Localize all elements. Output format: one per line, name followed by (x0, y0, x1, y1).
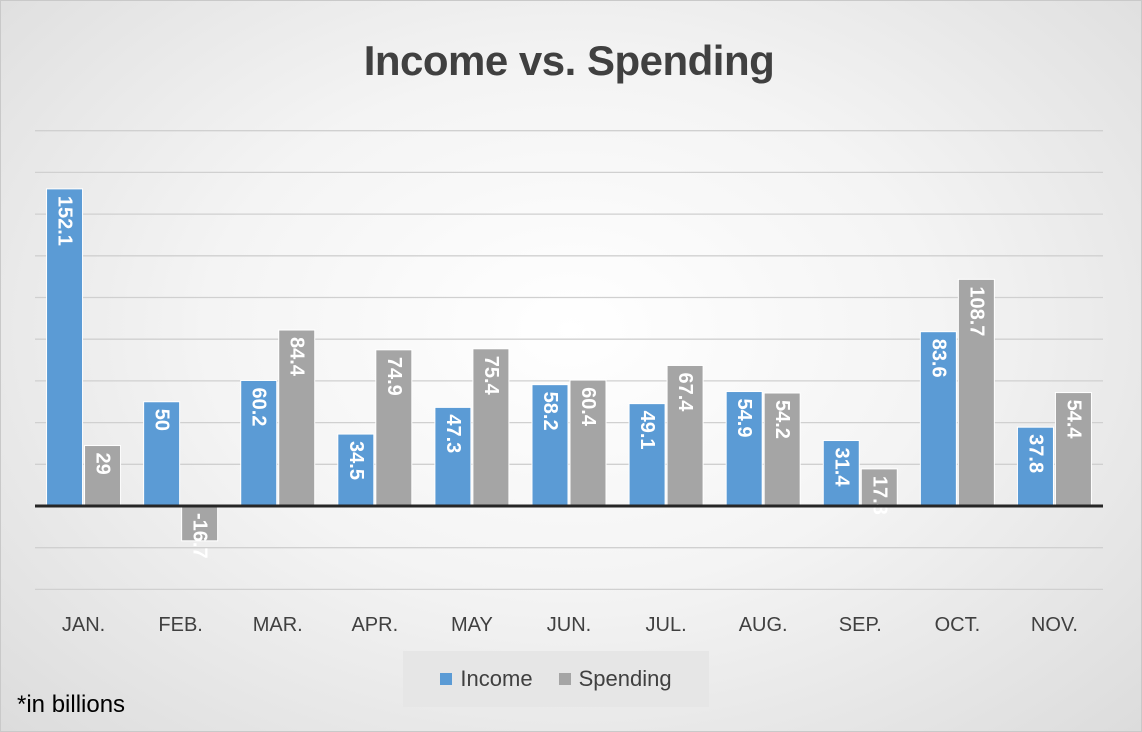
data-label: 34.5 (345, 441, 367, 480)
spending-bar (1054, 392, 1092, 507)
spending-bar (84, 445, 122, 507)
x-tick-label: NOV. (1031, 614, 1078, 636)
income-bar (1016, 426, 1054, 507)
x-tick-label: FEB. (158, 614, 202, 636)
spending-bar (181, 505, 219, 542)
legend-item-spending: Spending (558, 666, 672, 692)
x-tick-label: JUL. (646, 614, 687, 636)
data-label: 17.8 (868, 476, 890, 515)
data-label: 54.2 (771, 400, 793, 439)
spending-bar (763, 392, 801, 507)
x-tick-label: JUN. (547, 614, 591, 636)
data-label: 108.7 (965, 286, 987, 336)
income-bar (919, 331, 957, 507)
x-tick-label: OCT. (935, 614, 981, 636)
income-bar (337, 433, 375, 507)
x-tick-label: MAR. (253, 614, 303, 636)
spending-bar (375, 349, 413, 507)
x-tick-label: APR. (351, 614, 398, 636)
data-label: 67.4 (674, 372, 696, 412)
data-label: 74.9 (383, 357, 405, 396)
income-bar (143, 401, 181, 507)
data-label: 54.9 (733, 399, 755, 438)
data-label: 29 (92, 453, 114, 475)
data-label: 152.1 (54, 196, 76, 246)
data-label: 60.4 (577, 387, 599, 427)
income-bar (240, 379, 278, 507)
spending-bar (957, 278, 995, 507)
legend-swatch-spending (558, 673, 571, 685)
data-label: 54.4 (1062, 400, 1084, 440)
data-label: -16.7 (189, 513, 211, 559)
x-tick-label: MAY (451, 614, 493, 636)
data-label: 83.6 (927, 339, 949, 378)
data-label: 31.4 (830, 448, 852, 488)
income-bar (531, 384, 569, 507)
income-bar (725, 391, 763, 507)
legend: Income Spending (403, 651, 709, 707)
data-label: 60.2 (248, 387, 270, 426)
income-bar (434, 406, 472, 507)
legend-swatch-income (440, 673, 453, 685)
data-label: 47.3 (442, 414, 464, 453)
x-tick-label: JAN. (62, 614, 105, 636)
data-label: 84.4 (286, 337, 308, 377)
data-label: 49.1 (636, 411, 658, 450)
spending-bar (472, 348, 510, 507)
footnote: *in billions (17, 691, 126, 718)
income-bar (46, 188, 84, 507)
x-tick-label: SEP. (839, 614, 882, 636)
x-tick-label: AUG. (739, 614, 788, 636)
legend-label-income: Income (460, 666, 533, 691)
income-bar (822, 440, 860, 507)
data-label: 75.4 (480, 356, 502, 396)
legend-item-income: Income (440, 666, 533, 692)
income-bar (628, 403, 666, 507)
data-label: 50 (151, 409, 173, 431)
data-label: 58.2 (539, 392, 561, 431)
data-label: 37.8 (1024, 434, 1046, 473)
legend-label-spending: Spending (578, 666, 672, 691)
chart-title: Income vs. Spending (363, 37, 775, 84)
